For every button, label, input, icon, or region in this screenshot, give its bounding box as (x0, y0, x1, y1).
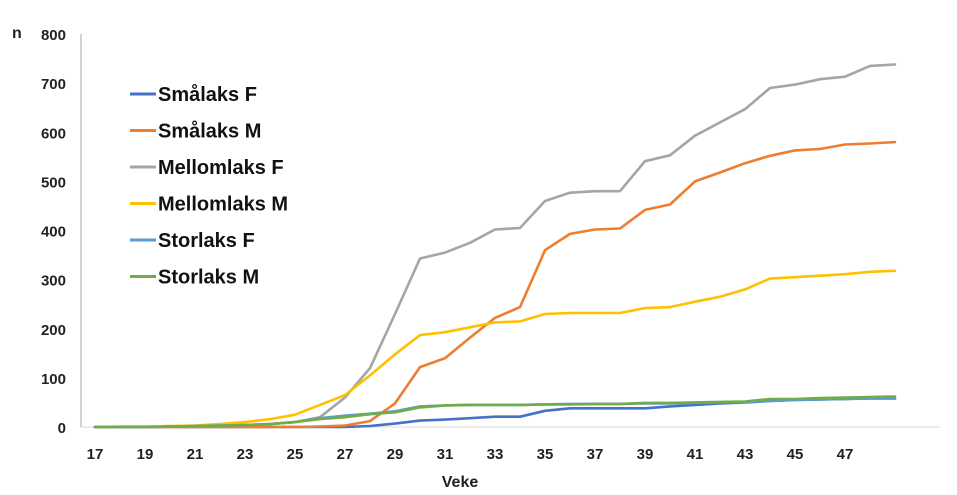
series-lines (93, 63, 897, 429)
x-tick-label: 43 (737, 446, 754, 463)
x-tick-label: 23 (237, 446, 254, 463)
x-tick-label: 47 (837, 446, 854, 463)
y-tick-label: 800 (41, 27, 66, 44)
series-line-1 (93, 397, 897, 429)
x-axis: 17 19 21 23 25 27 29 31 33 35 37 39 41 43 45 47 (81, 426, 940, 463)
y-tick-label: 0 (58, 420, 66, 437)
legend: Smålaks F Smålaks M Mellomlaks F Mellomlaks… (130, 83, 288, 289)
series-line-5 (93, 397, 897, 429)
series-line-2 (93, 140, 897, 429)
x-tick-label: 25 (287, 446, 304, 463)
x-tick-label: 31 (437, 446, 454, 463)
y-tick-label: 200 (41, 322, 66, 339)
x-tick-label: 45 (787, 446, 804, 463)
y-tick-label: 500 (41, 174, 66, 191)
x-tick-label: 21 (187, 446, 204, 463)
legend-label: Storlaks F (158, 230, 255, 252)
series-line-6 (93, 395, 897, 429)
y-tick-label: 600 (41, 125, 66, 142)
legend-label: Storlaks M (158, 267, 259, 289)
y-axis: 0 100 200 300 400 500 600 700 800 (41, 27, 82, 437)
x-tick-label: 17 (87, 446, 104, 463)
x-tick-label: 41 (687, 446, 704, 463)
y-tick-label: 100 (41, 371, 66, 388)
x-tick-label: 33 (487, 446, 504, 463)
y-tick-label: 300 (41, 273, 66, 290)
x-tick-label: 27 (337, 446, 354, 463)
legend-item: Smålaks F (130, 83, 257, 106)
x-tick-label: 19 (137, 446, 154, 463)
x-tick-label: 37 (587, 446, 604, 463)
x-tick-label: 29 (387, 446, 404, 463)
legend-label: Mellomlaks F (158, 157, 284, 179)
y-tick-label: 400 (41, 224, 66, 241)
legend-item: Storlaks F (130, 230, 255, 252)
legend-item: Mellomlaks F (130, 157, 284, 179)
legend-label: Mellomlaks M (158, 194, 288, 216)
legend-label: Smålaks F (158, 83, 257, 106)
legend-label: Smålaks M (158, 120, 261, 143)
x-axis-label: Veke (442, 474, 479, 491)
y-tick-label: 700 (41, 76, 66, 93)
x-tick-label: 35 (537, 446, 554, 463)
series-line-4 (93, 269, 897, 429)
y-axis-label: n (12, 25, 22, 42)
legend-item: Mellomlaks M (130, 194, 288, 216)
legend-item: Storlaks M (130, 267, 259, 289)
x-tick-label: 39 (637, 446, 654, 463)
legend-item: Smålaks M (130, 120, 261, 143)
